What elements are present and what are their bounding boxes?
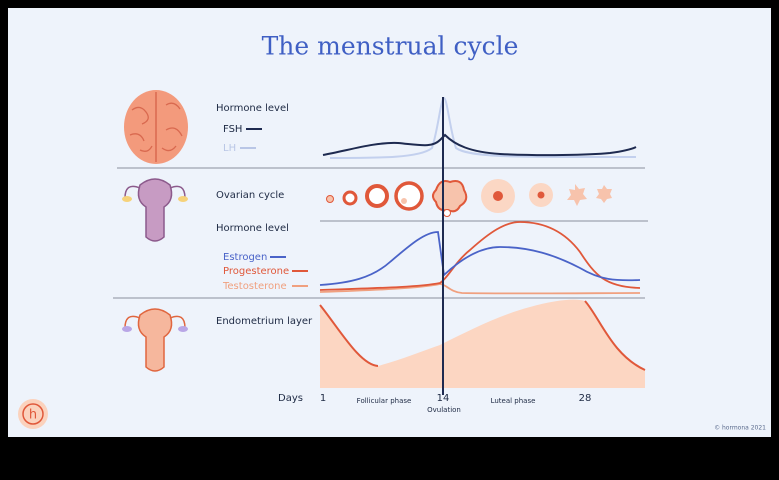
ovary-icon bbox=[122, 178, 188, 242]
section-label: Hormone level bbox=[216, 103, 289, 114]
legend-label: Progesterone bbox=[223, 266, 289, 277]
logo-ring bbox=[22, 403, 44, 425]
day-tick: 14 bbox=[437, 393, 450, 404]
fsh-curve bbox=[322, 133, 637, 157]
section-label: Ovarian cycle bbox=[216, 190, 284, 201]
logo-text: h bbox=[29, 408, 37, 423]
phase-label: Ovulation bbox=[427, 406, 461, 414]
testosterone-curve bbox=[319, 283, 641, 295]
endometrium-outline bbox=[319, 300, 646, 371]
brain-icon bbox=[124, 90, 188, 164]
axis-label: Days bbox=[278, 393, 303, 404]
day-tick: 28 bbox=[579, 393, 592, 404]
legend-label: FSH bbox=[223, 124, 242, 135]
progesterone-curve bbox=[319, 221, 641, 291]
legend-label: Testosterone bbox=[222, 281, 287, 292]
phase-label: Luteal phase bbox=[491, 397, 536, 405]
estrogen-curve bbox=[319, 231, 641, 286]
day-tick: 1 bbox=[320, 393, 326, 404]
endometrium-area bbox=[320, 299, 645, 388]
section-label: Hormone level bbox=[216, 223, 289, 234]
phase-label: Follicular phase bbox=[357, 397, 412, 405]
legend-label: Estrogen bbox=[223, 252, 267, 263]
follicles bbox=[326, 179, 612, 217]
lh-curve bbox=[329, 96, 637, 159]
legend-label: LH bbox=[223, 143, 236, 154]
uterus-icon bbox=[122, 308, 188, 372]
section-label: Endometrium layer bbox=[216, 316, 313, 327]
copyright: © hormona 2021 bbox=[714, 425, 766, 432]
title: The menstrual cycle bbox=[262, 32, 519, 61]
